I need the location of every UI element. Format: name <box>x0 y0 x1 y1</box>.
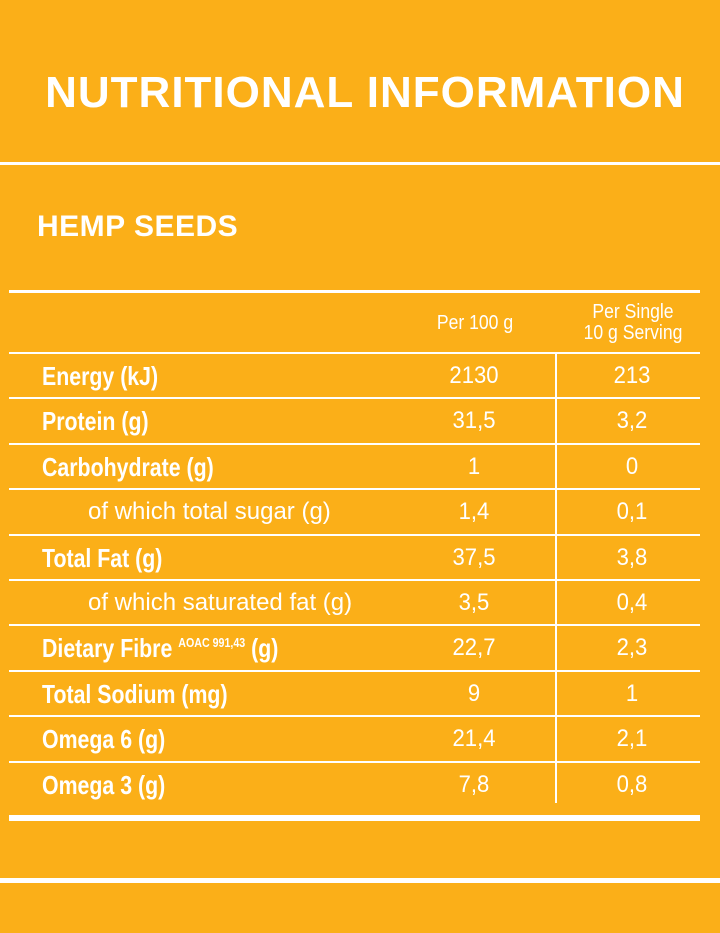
nutrient-label: Omega 3 (g) <box>42 770 165 801</box>
value-per-serving: 0,4 <box>616 589 648 616</box>
nutrient-unit: (g) <box>251 633 279 664</box>
nutrient-name: Protein (g) <box>42 406 149 437</box>
value-per-100g: 37,5 <box>452 543 496 571</box>
table-row: of which total sugar (g) 1,4 0,1 <box>9 489 700 534</box>
nutrient-label: of which saturated fat (g) <box>88 589 352 617</box>
product-name: HEMP SEEDS <box>37 210 239 243</box>
value-per-serving: 3,2 <box>616 407 648 435</box>
row-divider <box>9 352 700 354</box>
nutrient-label: Omega 6 (g) <box>42 724 165 755</box>
footer-divider <box>0 878 720 883</box>
nutrient-name: Dietary Fibre <box>42 633 173 664</box>
row-divider <box>9 669 700 672</box>
table-top-rule <box>9 290 700 293</box>
table-row: Carbohydrate (g) 1 0 <box>9 444 700 489</box>
value-per-100g: 22,7 <box>452 634 496 662</box>
table-row: Omega 6 (g) 21,4 2,1 <box>9 716 700 761</box>
title-divider <box>0 162 720 165</box>
nutrient-label: Protein (g) <box>42 406 149 437</box>
nutrient-label: Total Fat (g) <box>42 543 162 574</box>
value-per-serving: 213 <box>613 362 651 389</box>
value-per-serving: 2,3 <box>616 634 648 662</box>
column-header-line-2: 10 g Serving <box>583 322 683 344</box>
value-per-100g: 2130 <box>449 362 499 389</box>
column-header-per-serving: Per Single 10 g Serving <box>558 302 708 344</box>
value-per-serving: 2,1 <box>616 725 648 753</box>
table-row: Omega 3 (g) 7,8 0,8 <box>9 762 700 807</box>
nutrient-name: of which saturated fat (g) <box>88 589 353 616</box>
table-row: Total Sodium (mg) 9 1 <box>9 671 700 716</box>
table-row: Dietary Fibre AOAC 991,43 (g) 22,7 2,3 <box>9 625 700 670</box>
column-divider <box>555 353 557 803</box>
method-reference: AOAC 991,43 <box>178 635 246 651</box>
nutrient-label: Energy (kJ) <box>42 361 158 392</box>
value-per-100g: 1 <box>467 452 481 480</box>
value-per-serving: 3,8 <box>616 543 648 571</box>
nutrient-name: Energy (kJ) <box>42 361 159 391</box>
nutrient-label: Carbohydrate (g) <box>42 452 214 483</box>
value-per-100g: 1,4 <box>458 498 490 526</box>
nutrient-label: Total Sodium (mg) <box>42 679 228 710</box>
row-divider <box>9 624 700 627</box>
row-divider <box>9 442 700 445</box>
nutrient-name: Omega 3 (g) <box>42 769 166 800</box>
row-divider <box>9 488 700 491</box>
value-per-serving: 1 <box>625 679 639 707</box>
table-row: Protein (g) 31,5 3,2 <box>9 398 700 443</box>
value-per-100g: 3,5 <box>458 589 490 616</box>
value-per-100g: 7,8 <box>458 770 490 798</box>
value-per-serving: 0,1 <box>616 498 648 526</box>
value-per-100g: 9 <box>467 679 481 707</box>
nutrient-name: of which total sugar (g) <box>88 498 331 526</box>
value-per-100g: 21,4 <box>452 725 496 753</box>
nutrient-name: Omega 6 (g) <box>42 724 166 755</box>
column-header-per-100g: Per 100 g <box>436 312 514 334</box>
value-per-serving: 0,8 <box>616 770 648 798</box>
table-row: Energy (kJ) 2130 213 <box>9 353 700 398</box>
column-header-line-1: Per Single <box>592 301 674 323</box>
row-divider <box>9 715 700 718</box>
nutrient-name: Total Sodium (mg) <box>42 678 228 709</box>
nutrient-name: Total Fat (g) <box>42 542 163 573</box>
table-row: of which saturated fat (g) 3,5 0,4 <box>9 580 700 625</box>
row-divider <box>9 397 700 400</box>
table-bottom-rule <box>9 815 700 821</box>
page-title: NUTRITIONAL INFORMATION <box>45 68 685 117</box>
value-per-100g: 31,5 <box>452 407 496 435</box>
row-divider <box>9 579 700 581</box>
value-per-serving: 0 <box>625 452 639 480</box>
nutrient-label: Dietary Fibre AOAC 991,43 (g) <box>42 633 278 664</box>
row-divider <box>9 760 700 763</box>
nutrient-label: of which total sugar (g) <box>88 498 331 526</box>
row-divider <box>9 533 700 536</box>
table-row: Total Fat (g) 37,5 3,8 <box>9 535 700 580</box>
nutrient-name: Carbohydrate (g) <box>42 451 214 482</box>
